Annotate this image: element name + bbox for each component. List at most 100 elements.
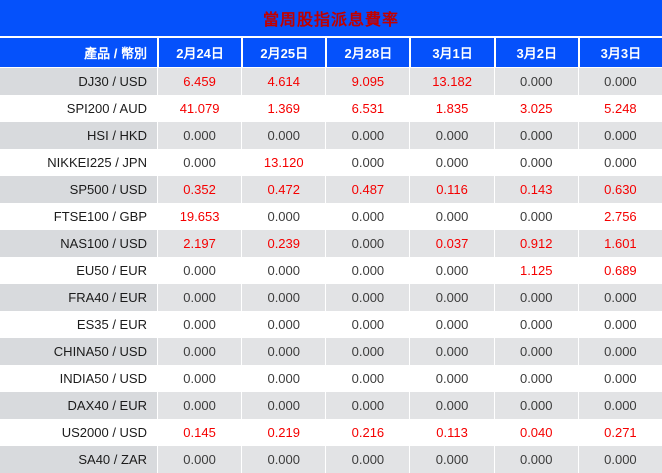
rate-value: 0.000 (241, 203, 325, 230)
table-row: DAX40 / EUR 0.000 0.000 0.000 0.000 0.000 0.00… (0, 392, 662, 419)
rate-value: 4.614 (241, 68, 326, 95)
rate-value: 0.000 (157, 257, 241, 284)
rate-value: 0.000 (325, 392, 410, 419)
rate-value: 0.000 (493, 338, 578, 365)
table-row: ES35 / EUR 0.000 0.000 0.000 0.000 0.000 0.000 (0, 311, 662, 338)
rate-value: 0.219 (241, 419, 325, 446)
rate-value: 0.000 (493, 149, 578, 176)
table-row: US2000 / USD 0.145 0.219 0.216 0.113 0.040 0.2… (0, 419, 662, 446)
rate-value: 0.000 (577, 284, 662, 311)
table-title: 當周股指派息費率 (262, 12, 399, 29)
table-row: HSI / HKD 0.000 0.000 0.000 0.000 0.000 0.000 (0, 122, 662, 149)
rate-value: 0.000 (325, 284, 410, 311)
rate-value: 5.248 (577, 95, 662, 122)
rate-value: 0.000 (325, 311, 409, 338)
rate-value: 0.000 (157, 122, 242, 149)
rate-value: 0.000 (157, 392, 242, 419)
rate-value: 0.000 (493, 203, 578, 230)
rate-value: 0.000 (409, 365, 493, 392)
table-row: SA40 / ZAR 0.000 0.000 0.000 0.000 0.000 0.000 (0, 446, 662, 473)
rate-value: 0.000 (325, 365, 409, 392)
rate-value: 0.216 (325, 419, 409, 446)
rate-value: 0.000 (241, 365, 325, 392)
table-header-row: 產品 / 幣別 2月24日 2月25日 2月28日 3月1日 3月2日 3月3日 (0, 38, 662, 68)
rate-value: 0.000 (325, 122, 410, 149)
rate-value: 0.000 (241, 338, 326, 365)
rate-value: 0.116 (409, 176, 494, 203)
rate-value: 0.000 (409, 338, 494, 365)
product-label: DJ30 / USD (0, 68, 157, 95)
product-label: SA40 / ZAR (0, 446, 157, 473)
table-row: SPI200 / AUD 41.079 1.369 6.531 1.835 3.025 5.… (0, 95, 662, 122)
rate-value: 9.095 (325, 68, 410, 95)
rate-value: 0.000 (241, 311, 325, 338)
rate-value: 13.182 (409, 68, 494, 95)
rate-value: 0.145 (157, 419, 241, 446)
product-label: CHINA50 / USD (0, 338, 157, 365)
table-body: DJ30 / USD 6.459 4.614 9.095 13.182 0.000 0.00… (0, 68, 662, 473)
rate-value: 0.000 (577, 149, 662, 176)
rate-value: 0.239 (241, 230, 326, 257)
rate-value: 0.271 (577, 419, 662, 446)
rate-value: 1.369 (241, 95, 325, 122)
rate-value: 0.000 (325, 149, 409, 176)
rate-value: 0.000 (241, 257, 325, 284)
column-header-date-6: 3月3日 (577, 38, 662, 67)
rate-value: 0.000 (493, 311, 578, 338)
rate-value: 0.000 (493, 68, 578, 95)
product-label: SP500 / USD (0, 176, 157, 203)
product-label: ES35 / EUR (76, 317, 147, 332)
rate-value: 0.000 (241, 392, 326, 419)
column-header-date-5: 3月2日 (493, 38, 578, 67)
rate-value: 0.000 (325, 446, 410, 473)
rate-value: 2.756 (577, 203, 662, 230)
rate-value: 41.079 (157, 95, 241, 122)
rate-value: 0.912 (493, 230, 578, 257)
rate-value: 0.037 (409, 230, 494, 257)
rate-value: 2.197 (157, 230, 242, 257)
product-label: FRA40 / EUR (0, 284, 157, 311)
table-row: NIKKEI225 / JPN 0.000 13.120 0.000 0.000 0.00… (0, 149, 662, 176)
title-bar: 當周股指派息費率 (0, 0, 662, 38)
rate-value: 0.000 (409, 122, 494, 149)
rate-value: 0.000 (493, 365, 578, 392)
table-row: EU50 / EUR 0.000 0.000 0.000 0.000 1.125 0.689 (0, 257, 662, 284)
rate-value: 3.025 (493, 95, 578, 122)
rate-value: 0.000 (325, 203, 409, 230)
rate-value: 0.000 (157, 311, 241, 338)
column-header-date-2: 2月25日 (241, 38, 325, 67)
rate-value: 0.487 (325, 176, 410, 203)
rate-value: 6.531 (325, 95, 409, 122)
rate-value: 0.000 (241, 122, 326, 149)
rate-value: 6.459 (157, 68, 242, 95)
product-label: FTSE100 / GBP (53, 209, 147, 224)
table-row: NAS100 / USD 2.197 0.239 0.000 0.037 0.912 1.6… (0, 230, 662, 257)
column-header-date-3: 2月28日 (325, 38, 409, 67)
rate-value: 0.000 (157, 149, 241, 176)
rate-value: 0.000 (157, 284, 242, 311)
table-row: INDIA50 / USD 0.000 0.000 0.000 0.000 0.000 0.… (0, 365, 662, 392)
rate-value: 0.000 (325, 257, 409, 284)
rate-value: 0.630 (577, 176, 662, 203)
rate-value: 0.000 (241, 446, 326, 473)
product-label: NIKKEI225 / JPN (47, 155, 147, 170)
rate-value: 1.601 (577, 230, 662, 257)
rate-value: 0.000 (577, 446, 662, 473)
rate-value: 0.000 (241, 284, 326, 311)
rate-value: 0.000 (577, 338, 662, 365)
product-label: HSI / HKD (0, 122, 157, 149)
rate-value: 0.000 (409, 149, 493, 176)
table-row: DJ30 / USD 6.459 4.614 9.095 13.182 0.000 0.00… (0, 68, 662, 95)
rate-value: 0.000 (577, 365, 662, 392)
rate-value: 0.000 (493, 284, 578, 311)
column-header-date-1: 2月24日 (157, 38, 241, 67)
rate-value: 0.000 (577, 311, 662, 338)
rate-value: 1.125 (493, 257, 578, 284)
rate-value: 0.000 (409, 311, 493, 338)
rate-value: 0.000 (157, 365, 241, 392)
rate-value: 0.143 (493, 176, 578, 203)
rate-value: 19.653 (157, 203, 241, 230)
rate-value: 0.352 (157, 176, 242, 203)
rate-value: 0.000 (409, 392, 494, 419)
